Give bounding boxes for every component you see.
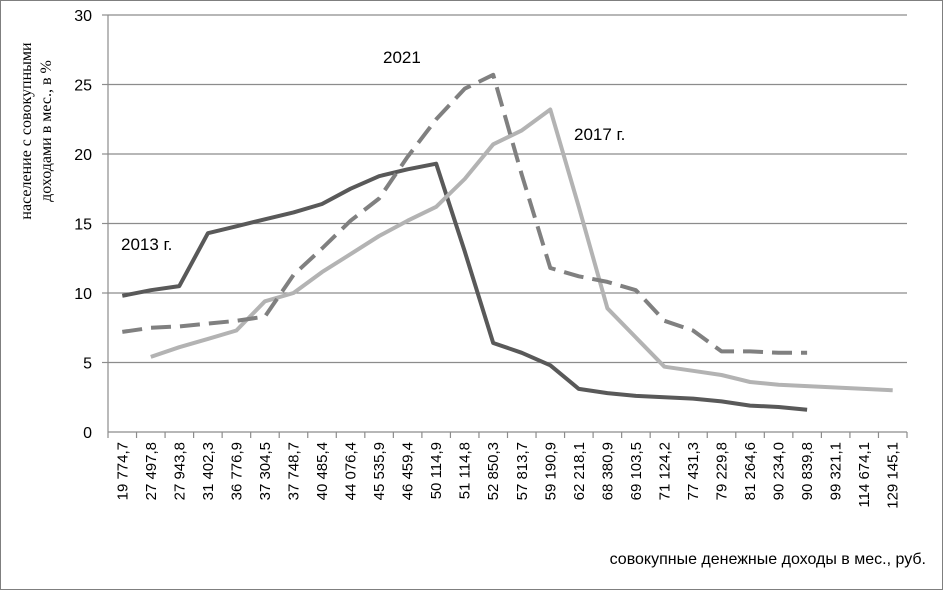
series-label-1: 2013 г. bbox=[121, 235, 172, 254]
y-tick-label: 15 bbox=[74, 217, 92, 234]
x-tick-label: 81 264,6 bbox=[742, 442, 759, 500]
x-tick-label: 51 114,8 bbox=[457, 442, 474, 499]
x-tick-label: 90 234,0 bbox=[771, 442, 788, 500]
x-tick-label: 46 459,4 bbox=[400, 442, 417, 500]
x-tick-label: 44 076,4 bbox=[343, 442, 360, 500]
x-tick-label: 71 124,2 bbox=[656, 442, 673, 500]
y-tick-label: 30 bbox=[74, 8, 92, 25]
series-labels: 2013 г. 2017 г. 2021 bbox=[121, 48, 625, 254]
x-tick-label: 77 431,3 bbox=[685, 442, 702, 500]
x-tick-label: 99 321,1 bbox=[828, 442, 845, 500]
x-tick-label: 37 304,5 bbox=[257, 442, 274, 500]
y-tick-label: 0 bbox=[83, 425, 92, 442]
gridlines bbox=[108, 14, 907, 364]
series-label-2: 2017 г. bbox=[574, 125, 625, 144]
x-tick-label: 37 748,7 bbox=[285, 442, 302, 500]
series-line-2 bbox=[150, 107, 893, 393]
y-tick-label: 5 bbox=[83, 356, 92, 373]
x-tick-label: 114 674,1 bbox=[856, 442, 873, 508]
x-tick-label: 62 218,1 bbox=[571, 442, 588, 500]
x-axis-title: совокупные денежные доходы в мес., руб. bbox=[610, 551, 926, 568]
x-tick-labels: 19 774,7 27 497,8 27 943,8 31 402,3 36 776,9… bbox=[114, 442, 901, 509]
y-tick-labels: 0 5 10 15 20 25 30 bbox=[74, 8, 92, 442]
x-tick-label: 27 497,8 bbox=[143, 442, 160, 500]
y-tick-label: 25 bbox=[74, 78, 92, 95]
y-axis-title: население с совокупными доходами в мес.,… bbox=[18, 42, 55, 220]
x-tick-label: 45 535,9 bbox=[371, 442, 388, 500]
x-tick-label: 57 813,7 bbox=[514, 442, 531, 500]
x-tick-label: 31 402,3 bbox=[200, 442, 217, 500]
x-tick-label: 36 776,9 bbox=[228, 442, 245, 500]
x-tick-label: 27 943,8 bbox=[171, 442, 188, 500]
x-tick-label: 52 850,3 bbox=[485, 442, 502, 500]
y-axis-title-line-1: население с совокупными bbox=[18, 42, 35, 220]
x-tick-label: 79 229,8 bbox=[714, 442, 731, 500]
y-axis-title-line-2: доходами в мес., в % bbox=[38, 60, 55, 202]
y-tick-label: 10 bbox=[74, 286, 92, 303]
series-line-3 bbox=[122, 72, 808, 355]
x-tick-label: 59 190,9 bbox=[542, 442, 559, 500]
x-tick-label: 68 380,9 bbox=[599, 442, 616, 500]
x-tick-label: 69 103,5 bbox=[628, 442, 645, 500]
x-tick-label: 40 485,4 bbox=[314, 442, 331, 500]
x-tick-label: 50 114,9 bbox=[428, 442, 445, 499]
y-tick-label: 20 bbox=[74, 147, 92, 164]
x-tick-label: 90 839,8 bbox=[799, 442, 816, 500]
series-label-3: 2021 bbox=[383, 48, 421, 67]
x-tick-label: 19 774,7 bbox=[114, 442, 131, 500]
x-tick-label: 129 145,1 bbox=[885, 442, 902, 509]
series-group bbox=[121, 72, 893, 412]
axes bbox=[102, 14, 908, 438]
series-line-1 bbox=[121, 161, 808, 412]
